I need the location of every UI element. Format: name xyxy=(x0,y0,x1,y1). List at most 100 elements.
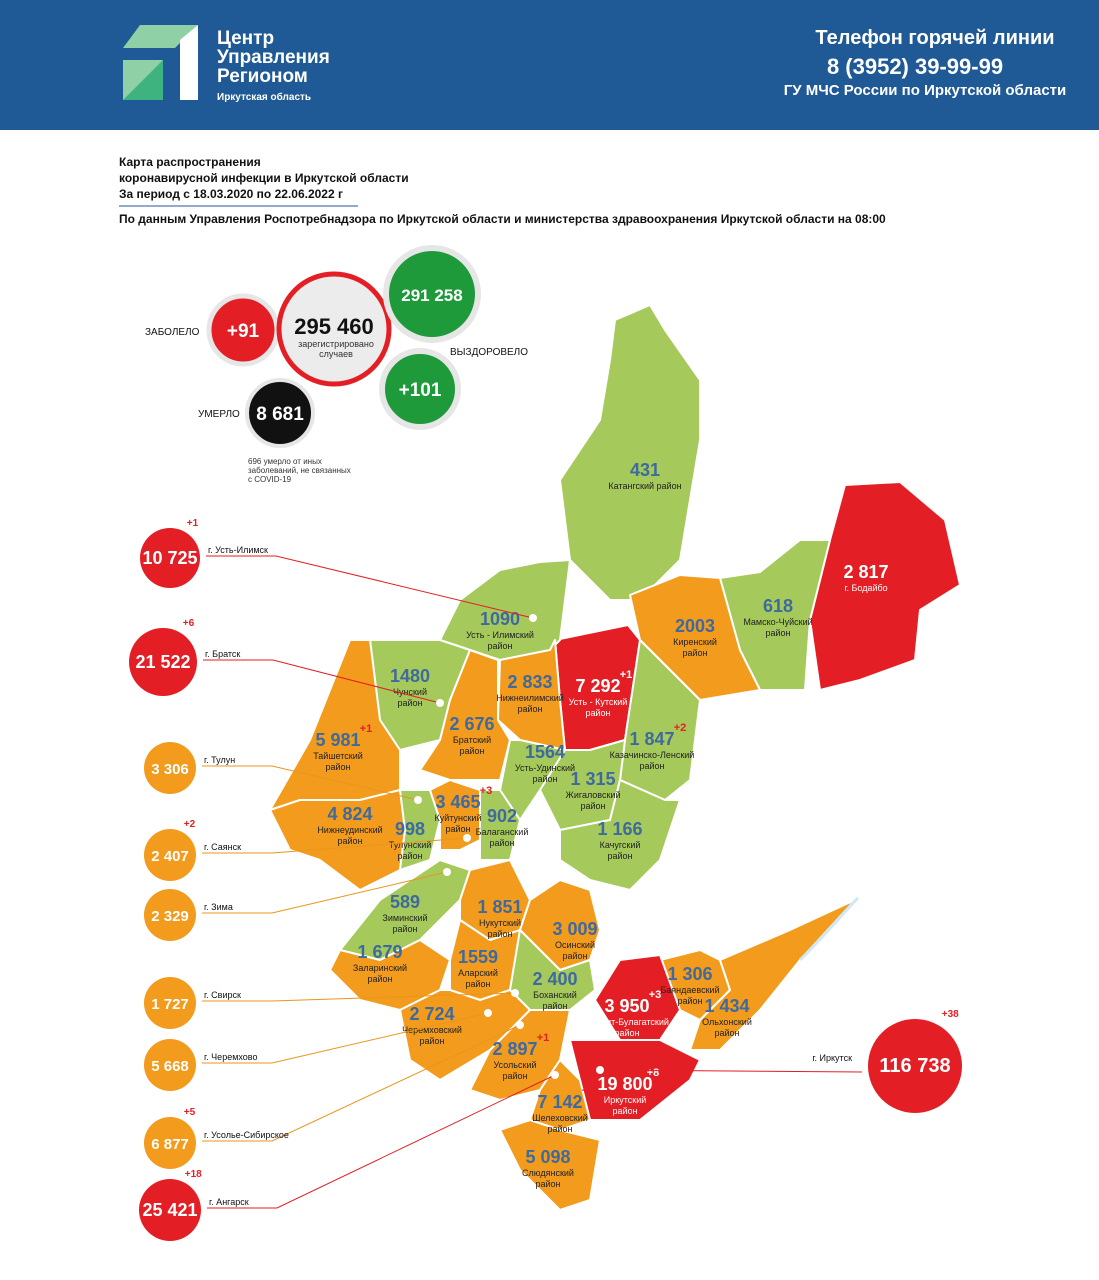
total-caption: зарегистрировано xyxy=(298,339,374,349)
recovered-label: ВЫЗДОРОВЕЛО xyxy=(450,347,528,358)
district-value: 1 679 xyxy=(357,942,402,962)
district-name: Нижнеилимский xyxy=(496,693,564,703)
city-name: г. Зима xyxy=(204,902,233,912)
district-name: район xyxy=(337,836,362,846)
died-circle xyxy=(245,378,315,448)
district-value: 1564 xyxy=(525,742,565,762)
district-name: Усть - Илимский xyxy=(466,630,534,640)
district-value: 4 824 xyxy=(327,804,372,824)
city-dot xyxy=(443,868,451,876)
died-note: 696 умерло от иных xyxy=(248,457,322,466)
district-area xyxy=(429,779,481,851)
district-name: район xyxy=(585,708,610,718)
hotline-title: Телефон горячей линии xyxy=(815,27,1054,49)
district-name: район xyxy=(397,698,422,708)
district-value: 2 833 xyxy=(507,672,552,692)
city-name: г. Усть-Илимск xyxy=(208,545,268,555)
city-circle xyxy=(868,1019,962,1113)
district-name: г. Бодайбо xyxy=(844,583,887,593)
district-name: Нижнеудинский xyxy=(317,825,382,835)
district-area xyxy=(559,779,681,891)
city-name: г. Усолье-Сибирское xyxy=(204,1130,289,1140)
district-name: район xyxy=(367,974,392,984)
district-name: Заларинский xyxy=(353,963,407,973)
district-name: район xyxy=(465,979,490,989)
district-name: район xyxy=(542,1001,567,1011)
city-dot xyxy=(436,699,444,707)
district-name: район xyxy=(459,746,484,756)
district-value: 3 009 xyxy=(552,919,597,939)
leader-line xyxy=(202,992,516,1002)
district-name: район xyxy=(677,996,702,1006)
logo-subtitle: Иркутская область xyxy=(217,91,311,103)
district-name: район xyxy=(397,851,422,861)
district-value: 2003 xyxy=(675,616,715,636)
city-circle xyxy=(144,1117,196,1169)
logo-text: Центр xyxy=(217,28,274,49)
district-name: Ольхонский xyxy=(702,1017,752,1027)
district-name: Иркутский xyxy=(604,1095,647,1105)
city-dot xyxy=(551,1071,559,1079)
district-name: район xyxy=(547,1124,572,1134)
city-circle xyxy=(140,528,200,588)
city-value: 10 725 xyxy=(142,548,197,568)
district-value: 7 142 xyxy=(537,1092,582,1112)
district-area xyxy=(419,649,511,781)
district-name: район xyxy=(612,1106,637,1116)
district-name: Куйтунский xyxy=(435,813,482,823)
district-name: Качугский xyxy=(600,840,641,850)
leader-line xyxy=(207,1074,556,1209)
total-value: 295 460 xyxy=(294,314,374,339)
district-name: Аларский xyxy=(458,968,498,978)
leader-line xyxy=(202,871,448,914)
source-note: По данным Управления Роспотребнадзора по… xyxy=(119,212,886,226)
district-name: Усть-Удинский xyxy=(515,763,575,773)
district-name: район xyxy=(532,774,557,784)
district-value: 1559 xyxy=(458,947,498,967)
district-value: 7 292 xyxy=(575,676,620,696)
leader-line xyxy=(202,1024,521,1142)
city-circle xyxy=(144,829,196,881)
died-note: с COVID-19 xyxy=(248,475,292,484)
district-area xyxy=(559,304,701,601)
logo-text: Управления xyxy=(217,47,330,68)
city-value: 6 877 xyxy=(151,1136,189,1153)
district-value: 1 166 xyxy=(597,819,642,839)
sick-delta: +91 xyxy=(227,321,260,342)
district-value: 1 847 xyxy=(629,729,674,749)
city-value: 116 738 xyxy=(879,1055,950,1077)
city-delta: +6 xyxy=(183,618,195,629)
district-value: 1 306 xyxy=(667,964,712,984)
district-area xyxy=(689,899,856,1051)
recovered-value: 291 258 xyxy=(401,286,462,305)
district-name: Черемховский xyxy=(402,1025,462,1035)
city-name: г. Братск xyxy=(205,649,240,659)
district-area xyxy=(499,1119,601,1211)
city-name: г. Саянск xyxy=(204,842,241,852)
city-circle xyxy=(144,742,196,794)
died-note: заболеваний, не связанных xyxy=(248,466,351,475)
district-value: 2 817 xyxy=(843,562,888,582)
district-value: 618 xyxy=(763,596,793,616)
city-circle xyxy=(144,977,196,1029)
district-value: 19 800 xyxy=(597,1074,652,1094)
city-name: г. Ангарск xyxy=(209,1197,249,1207)
recovered-circle xyxy=(383,245,481,343)
district-name: район xyxy=(614,1028,639,1038)
hotline-phone: 8 (3952) 39-99-99 xyxy=(827,54,1003,79)
district-value: 1090 xyxy=(480,609,520,629)
city-value: 25 421 xyxy=(142,1200,197,1220)
leader-line xyxy=(599,1069,863,1073)
city-dot xyxy=(516,1021,524,1029)
district-name: Катангский район xyxy=(608,481,681,491)
district-name: район xyxy=(487,641,512,651)
district-name: Мамско-Чуйский xyxy=(743,617,812,627)
district-value: 589 xyxy=(390,892,420,912)
recovered-delta: +101 xyxy=(399,380,442,401)
city-circle xyxy=(139,1179,201,1241)
city-circle xyxy=(144,1039,196,1091)
district-area xyxy=(497,639,566,751)
district-value: 902 xyxy=(487,806,517,826)
district-name: Баяндаевский xyxy=(660,985,719,995)
